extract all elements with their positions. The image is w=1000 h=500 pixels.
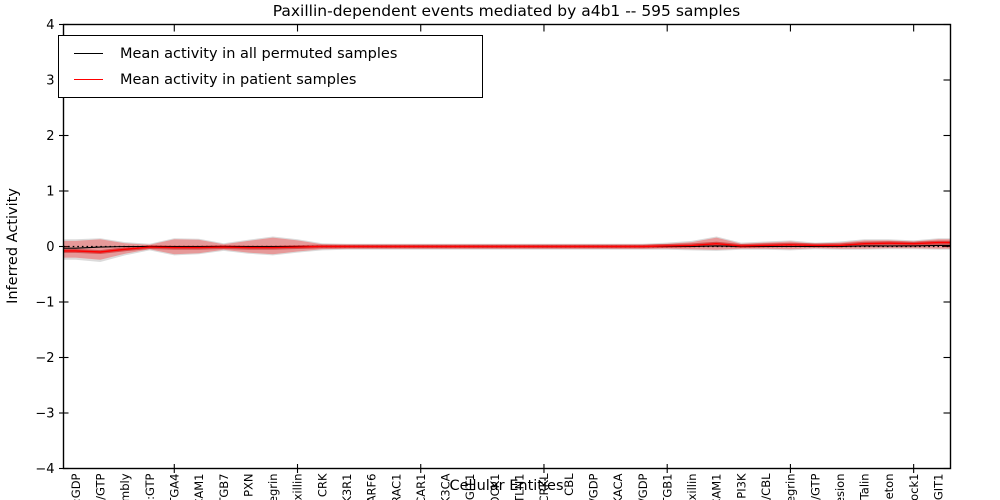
legend-item-patient: Mean activity in patient samples (74, 70, 474, 89)
permuted-line-swatch (74, 53, 103, 54)
x-tick-label: lamellipodium assembly (118, 473, 132, 500)
x-tick-label: ARF6 (365, 474, 379, 500)
plot-frame (62, 23, 952, 470)
x-tick-label: ARF6/GTP (808, 473, 822, 500)
legend-item-permuted: Mean activity in all permuted samples (74, 44, 474, 63)
x-tick-label: mol:GDP (69, 473, 83, 500)
y-tick-label: 0 (46, 240, 54, 255)
x-tick-label: ITGB7 (217, 474, 231, 500)
y-tick-label: 4 (46, 18, 54, 33)
x-tick-label: alpha4/beta1 Integrin (784, 474, 798, 500)
patient-mean-line (63, 241, 951, 253)
x-tick-label: PIK3CA (439, 473, 453, 500)
x-tick-label: alpha4/beta1 Integrin/Paxillin/GIT1 (932, 474, 946, 500)
legend-label-patient: Mean activity in patient samples (120, 71, 357, 88)
x-tick-label: GIT1 (463, 474, 477, 500)
x-tick-label: BCAR1 (414, 474, 428, 500)
x-tick-label: alpha4/beta1 Integrin/Paxillin/Talin (858, 474, 872, 500)
x-tick-label: PIK3R1 (340, 474, 354, 500)
y-tick-labels: −4 −3 −2 −1 0 1 2 3 4 (35, 18, 54, 477)
x-tick-label: DOCK1 (488, 474, 502, 500)
y-tick-label: −4 (35, 462, 54, 477)
x-tick-label: CBL (562, 473, 576, 496)
x-tick-label: alpha4/beta1 Integrin/Paxillin/VCAM1 (710, 474, 724, 500)
y-tick-label: 1 (46, 185, 54, 200)
x-tick-label: TLN1 (513, 474, 527, 500)
x-tick-label: PRKACA (611, 473, 625, 500)
x-tick-label: CRKL/CBL (759, 473, 773, 500)
x-tick-label: PXN (241, 474, 255, 497)
permuted-range-band (63, 236, 951, 262)
patient-core-band (63, 240, 951, 254)
x-axis-title: Cellular Entities (449, 478, 564, 494)
x-tick-label: ARF6/GDP (586, 473, 600, 500)
x-tick-label: RAC1 (389, 474, 403, 500)
y-tick-label: 3 (46, 74, 54, 89)
x-tick-label: Rac1/GTP (94, 473, 108, 500)
x-tick-label: ITGB1 (660, 474, 674, 500)
x-tick-label: CRKL (537, 473, 551, 500)
legend-box: Mean activity in all permuted samples Me… (58, 35, 483, 98)
x-tick-label: ITGA4 (167, 474, 181, 500)
legend-label-permuted: Mean activity in all permuted samples (120, 45, 398, 62)
y-tick-label: −3 (35, 407, 54, 422)
x-tick-labels: mol:GDP Rac1/GTP lamellipodium assembly mol… (69, 473, 946, 500)
patient-line-swatch (74, 79, 103, 80)
x-tick-label: PI3K (734, 473, 748, 499)
x-tick-label: VCAM1 (192, 474, 206, 500)
y-axis-title: Inferred Activity (5, 188, 21, 304)
x-tick-label: alpha4/beta1 Integrin/Paxillin/Talin/Act… (882, 473, 896, 500)
x-tick-label: p130Cas/Crk/Dock1 (907, 473, 921, 500)
y-tick-label: −2 (35, 351, 54, 366)
x-tick-label: alpha4/beta7 Integrin/Paxillin (291, 474, 305, 500)
x-tick-label: Rac1/GDP (636, 473, 650, 500)
x-tick-label: mol:GTP (143, 473, 157, 500)
x-tick-label: alpha4/beta7 Integrin (266, 474, 280, 500)
y-tick-label: −1 (35, 296, 54, 311)
y-tick-label: 2 (46, 129, 54, 144)
x-tick-label: CRK (315, 473, 329, 497)
chart-title: Paxillin-dependent events mediated by a4… (272, 2, 741, 20)
x-tick-label: cell adhesion (833, 474, 847, 500)
x-tick-label: alpha4/beta1 Integrin/Paxillin (685, 474, 699, 500)
